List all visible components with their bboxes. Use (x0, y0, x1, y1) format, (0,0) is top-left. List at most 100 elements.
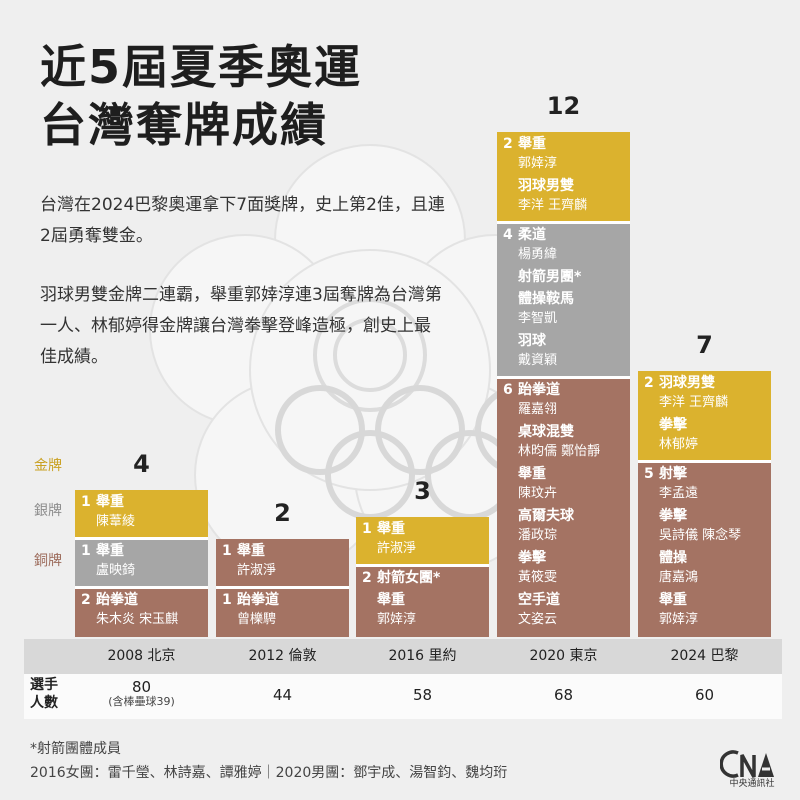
medal-athletes: 林昀儒 鄭怡靜 (518, 444, 601, 459)
footnote-teams: 2016女團：雷千瑩、林詩嘉、譚雅婷｜2020男團：鄧宇成、湯智鈞、魏均珩 (30, 765, 508, 781)
cna-logo-text: 中央通訊社 (729, 779, 775, 789)
medal-sport: 柔道 (518, 227, 546, 243)
medal-sport: 舉重 (377, 521, 405, 537)
segment-divider (75, 587, 208, 589)
games-row (24, 639, 782, 674)
medal-sport: 跆拳道 (518, 382, 560, 398)
total-medals-label: 12 (546, 92, 581, 120)
bronze-count: 1 (222, 543, 232, 559)
medal-athletes: 許淑淨 (377, 541, 417, 556)
bronze-segment: 2 跆拳道 朱木炎 宋玉麒 (75, 588, 208, 637)
games-label: 2012 倫敦 (248, 648, 317, 664)
medal-athletes: 曾櫟騁 (237, 612, 277, 627)
medal-sport: 羽球男雙 (518, 178, 574, 194)
athletes-row-label: 選手 人數 (30, 677, 58, 711)
games-label: 2016 里約 (388, 648, 457, 664)
medal-sport: 射箭男團* (518, 269, 582, 285)
legend-bronze-label: 銅牌 (34, 553, 62, 569)
medal-sport: 空手道 (518, 592, 560, 608)
cna-logo-icon (720, 750, 774, 778)
medal-sport: 體操鞍馬 (518, 291, 574, 307)
medal-bar-0: 2 跆拳道 朱木炎 宋玉麒 1 舉重 盧映錡 1 舉重 陳葦綾 (75, 490, 208, 637)
games-label: 2008 北京 (107, 648, 176, 664)
medal-sport: 拳擊 (659, 508, 687, 524)
medal-athletes: 吳詩儀 陳念琴 (659, 528, 742, 543)
medal-sport: 舉重 (96, 494, 124, 510)
medal-athletes: 黃筱雯 (518, 570, 558, 585)
medal-sport: 高爾夫球 (518, 508, 574, 524)
title-line-1: 近5屆夏季奧運 (40, 40, 363, 94)
title-line-2: 台灣奪牌成績 (40, 98, 328, 152)
games-label: 2024 巴黎 (670, 648, 739, 664)
description-paragraph-1: 台灣在2024巴黎奧運拿下7面獎牌，史上第2佳，且連2屆勇奪雙金。 (40, 195, 445, 246)
medal-sport: 舉重 (518, 466, 546, 482)
medal-sport: 舉重 (237, 543, 265, 559)
silver-count: 4 (503, 227, 513, 243)
total-medals-label: 2 (274, 499, 291, 527)
gold-segment: 2 羽球男雙 李洋 王齊麟 拳擊 林郁婷 (638, 371, 771, 462)
medal-bar-3: 6 跆拳道 羅嘉翎 桌球混雙 林昀儒 鄭怡靜 舉重 陳玟卉 高爾夫球 潘政琮 拳擊 黃筱雯 空手道 文姿… (497, 132, 630, 637)
segment-divider (497, 222, 630, 224)
segment-divider (497, 377, 630, 379)
medal-athletes: 李智凱 (518, 311, 558, 326)
legend-silver-label: 銀牌 (34, 503, 62, 519)
bronze-count: 1 (222, 592, 232, 608)
medal-athletes: 李孟遠 (659, 486, 699, 501)
gold-segment: 2 舉重郭婞淳羽球男雙李洋 王齊麟 (497, 132, 630, 223)
medal-athletes: 郭婞淳 (518, 156, 558, 171)
medal-athletes: 楊勇緯 (518, 247, 558, 262)
bronze-count: 2 (362, 570, 372, 586)
athlete-count: 68 (553, 686, 574, 704)
bronze-segment: 5 射擊 李孟遠 拳擊 吳詩儀 陳念琴 體操 唐嘉鴻 舉重 郭婞淳 (638, 462, 771, 637)
medal-athletes: 許淑淨 (237, 563, 277, 578)
gold-count: 1 (362, 521, 372, 537)
medal-athletes: 陳玟卉 (518, 486, 558, 501)
total-medals-label: 7 (696, 331, 713, 359)
medal-sport: 舉重 (518, 136, 546, 152)
medal-sport: 羽球 (518, 333, 546, 349)
bronze-count: 6 (503, 382, 513, 398)
segment-divider (216, 587, 349, 589)
athlete-count: 44 (272, 686, 293, 704)
medal-sport: 舉重 (96, 543, 124, 559)
medal-athletes: 李洋 王齊麟 (659, 395, 729, 410)
medal-athletes: 朱木炎 宋玉麒 (96, 612, 179, 627)
medal-sport: 舉重 (659, 592, 687, 608)
segment-divider (638, 461, 771, 463)
legend-gold-label: 金牌 (34, 458, 62, 474)
medal-athletes: 陳葦綾 (96, 514, 136, 529)
total-medals-label: 3 (414, 477, 431, 505)
gold-count: 2 (644, 375, 654, 391)
footnote-archery: *射箭團體成員 (30, 741, 121, 757)
medal-sport: 跆拳道 (237, 592, 279, 608)
silver-count: 1 (81, 543, 91, 559)
medal-sport: 跆拳道 (96, 592, 138, 608)
medal-sport: 射箭女團* (377, 570, 441, 586)
medal-sport: 拳擊 (659, 417, 687, 433)
medal-athletes: 戴資穎 (518, 353, 558, 368)
athletes-row (24, 674, 782, 719)
silver-segment: 4 柔道楊勇緯射箭男團* 體操鞍馬李智凱羽球戴資穎 (497, 223, 630, 378)
medal-sport: 舉重 (377, 592, 405, 608)
medal-athletes: 李洋 王齊麟 (518, 198, 588, 213)
bronze-segment: 1 跆拳道曾櫟騁 (216, 588, 349, 637)
gold-count: 1 (81, 494, 91, 510)
gold-count: 2 (503, 136, 513, 152)
medal-athletes: 林郁婷 (659, 437, 699, 452)
medal-bar-1: 1 跆拳道曾櫟騁 1 舉重許淑淨 (216, 539, 349, 637)
segment-divider (356, 565, 489, 567)
silver-segment: 1 舉重盧映錡 (75, 539, 208, 588)
medal-sport: 拳擊 (518, 550, 546, 566)
athlete-count: 60 (694, 686, 715, 704)
bronze-count: 5 (644, 466, 654, 482)
medal-sport: 射擊 (659, 466, 687, 482)
page-title: 近5屆夏季奧運 台灣奪牌成績 (40, 38, 362, 154)
athlete-count-note: (含棒壘球39) (108, 695, 175, 708)
medal-athletes: 盧映錡 (96, 563, 136, 578)
medal-athletes: 羅嘉翎 (518, 402, 558, 417)
gold-segment: 1 舉重陳葦綾 (75, 490, 208, 539)
medal-sport: 桌球混雙 (518, 424, 574, 440)
total-medals-label: 4 (133, 450, 150, 478)
bronze-segment: 1 舉重許淑淨 (216, 539, 349, 588)
medal-athletes: 郭婞淳 (377, 612, 417, 627)
